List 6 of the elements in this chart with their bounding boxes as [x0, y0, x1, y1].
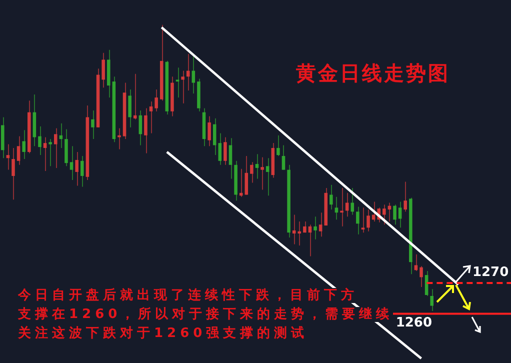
ref-line-label: 1270 — [472, 264, 509, 280]
annotation: 今日自开盘后就出现了连续性下跌，目前下方 — [18, 288, 358, 303]
ref-line-label: 1260 — [396, 316, 432, 331]
annotation: 关注这波下跌对于1260强支撑的测试 — [18, 326, 308, 341]
annotation: 支撑在1260，所以对于接下来的走势，需要继续 — [18, 307, 394, 322]
text: 黄金日线走势图 — [296, 60, 450, 87]
